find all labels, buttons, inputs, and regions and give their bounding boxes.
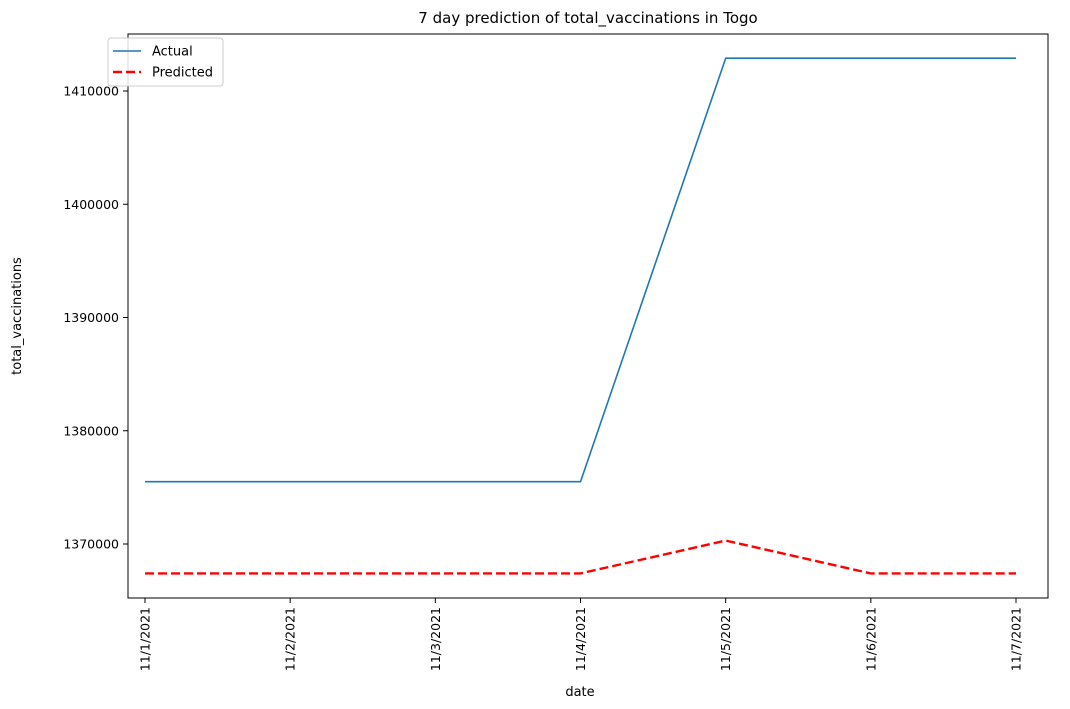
y-axis-label: total_vaccinations	[10, 257, 25, 375]
series-line-actual	[145, 57, 1016, 483]
x-tick-label: 11/5/2021	[718, 607, 733, 671]
legend-label: Actual	[152, 45, 193, 60]
y-axis: 1370000 1380000 1390000 1400000 1410000	[63, 84, 128, 552]
chart-title: 7 day prediction of total_vaccinations i…	[418, 9, 757, 28]
series-line-predicted	[145, 539, 1016, 575]
legend: Actual Predicted	[107, 37, 224, 87]
x-axis: 11/1/2021 11/2/2021 11/3/2021 11/4/2021 11/5…	[138, 598, 1024, 671]
x-tick-label: 11/6/2021	[863, 607, 878, 671]
y-tick-label: 1370000	[63, 537, 119, 552]
y-tick-label: 1390000	[63, 310, 119, 325]
plot-area-frame	[127, 33, 1049, 599]
x-axis-label: date	[565, 685, 594, 700]
x-tick-label: 11/1/2021	[138, 607, 153, 671]
y-tick-label: 1380000	[63, 423, 119, 438]
y-tick-label: 1410000	[63, 84, 119, 99]
x-tick-label: 11/4/2021	[573, 607, 588, 671]
x-tick-label: 11/3/2021	[428, 607, 443, 671]
series-lines	[145, 57, 1016, 575]
legend-label: Predicted	[152, 66, 213, 81]
y-tick-label: 1400000	[63, 197, 119, 212]
legend-frame	[107, 37, 224, 87]
x-tick-label: 11/2/2021	[283, 607, 298, 671]
x-tick-label: 11/7/2021	[1009, 607, 1024, 671]
